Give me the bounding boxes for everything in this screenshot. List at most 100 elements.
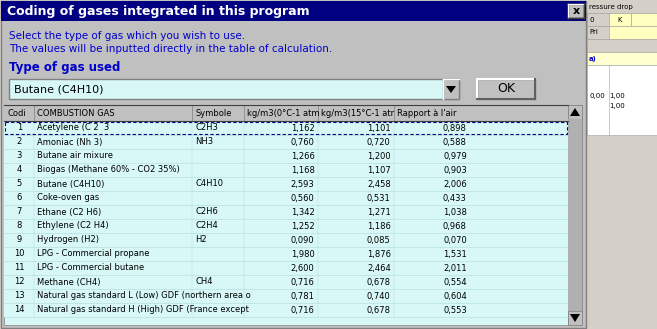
Text: 2,593: 2,593 <box>291 180 315 189</box>
Text: Natural gas standard L (Low) GDF (northern area o: Natural gas standard L (Low) GDF (northe… <box>37 291 251 300</box>
Bar <box>4 303 568 317</box>
Text: C4H10: C4H10 <box>195 180 223 189</box>
Text: kg/m3(15°C-1 atr: kg/m3(15°C-1 atr <box>321 109 394 117</box>
Text: 1,271: 1,271 <box>367 208 391 216</box>
Text: 0,588: 0,588 <box>443 138 467 146</box>
Text: Hydrogen (H2): Hydrogen (H2) <box>37 236 99 244</box>
Bar <box>1 1 586 328</box>
Text: 2,600: 2,600 <box>291 264 315 272</box>
Bar <box>5 122 567 134</box>
Text: 2,011: 2,011 <box>443 264 467 272</box>
Bar <box>4 289 568 303</box>
Text: 1,252: 1,252 <box>291 221 315 231</box>
Text: 0,00: 0,00 <box>589 93 605 99</box>
Bar <box>568 105 582 119</box>
Text: K: K <box>618 16 622 22</box>
Text: 4: 4 <box>16 165 22 174</box>
Bar <box>587 39 657 52</box>
Bar <box>4 149 568 163</box>
Bar <box>4 247 568 261</box>
Text: The values will be inputted directly in the table of calculation.: The values will be inputted directly in … <box>9 44 332 54</box>
Text: ressure drop: ressure drop <box>589 4 633 10</box>
Text: 0,678: 0,678 <box>367 277 391 287</box>
Bar <box>4 121 568 135</box>
Text: Select the type of gas which you wish to use.: Select the type of gas which you wish to… <box>9 31 245 41</box>
Text: 2,458: 2,458 <box>367 180 391 189</box>
Text: Methane (CH4): Methane (CH4) <box>37 277 101 287</box>
Bar <box>9 79 459 99</box>
Bar <box>4 205 568 219</box>
Text: 1,186: 1,186 <box>367 221 391 231</box>
Text: Codi: Codi <box>7 109 26 117</box>
Text: Biogas (Methane 60% - CO2 35%): Biogas (Methane 60% - CO2 35%) <box>37 165 180 174</box>
Bar <box>4 233 568 247</box>
Text: LPG - Commercial butane: LPG - Commercial butane <box>37 264 145 272</box>
Text: 1,00: 1,00 <box>609 93 625 99</box>
Text: Coke-oven gas: Coke-oven gas <box>37 193 100 203</box>
Text: 0,531: 0,531 <box>367 193 391 203</box>
Text: Ethane (C2 H6): Ethane (C2 H6) <box>37 208 102 216</box>
Text: NH3: NH3 <box>195 138 214 146</box>
Text: 1,101: 1,101 <box>367 123 391 133</box>
Text: 0,090: 0,090 <box>291 236 315 244</box>
Text: 0,716: 0,716 <box>290 306 315 315</box>
Text: 6: 6 <box>16 193 22 203</box>
Text: 0,553: 0,553 <box>443 306 467 315</box>
Bar <box>587 0 657 329</box>
Text: 5: 5 <box>16 180 22 189</box>
Text: Amoniac (Nh 3): Amoniac (Nh 3) <box>37 138 103 146</box>
Bar <box>477 79 535 99</box>
Bar <box>587 65 657 135</box>
Text: 12: 12 <box>14 277 24 287</box>
Bar <box>4 105 568 325</box>
Text: 9: 9 <box>16 236 22 244</box>
Text: 0,678: 0,678 <box>367 306 391 315</box>
Text: kg/m3(0°C-1 atm: kg/m3(0°C-1 atm <box>247 109 320 117</box>
Polygon shape <box>570 314 580 322</box>
Bar <box>4 163 568 177</box>
Bar <box>4 191 568 205</box>
Text: 1,162: 1,162 <box>291 123 315 133</box>
Text: 8: 8 <box>16 221 22 231</box>
Bar <box>587 13 609 26</box>
Text: OK: OK <box>497 83 515 95</box>
Bar <box>4 135 568 149</box>
Text: 0,433: 0,433 <box>443 193 467 203</box>
Text: C2H3: C2H3 <box>195 123 218 133</box>
Bar <box>4 105 568 121</box>
Bar <box>609 26 657 39</box>
Bar <box>568 119 582 311</box>
Text: 1,531: 1,531 <box>443 249 467 259</box>
Text: Butane (C4H10): Butane (C4H10) <box>14 84 104 94</box>
Bar <box>609 13 631 26</box>
Polygon shape <box>570 108 580 116</box>
Text: 1,200: 1,200 <box>367 151 391 161</box>
Bar <box>4 261 568 275</box>
Text: Natural gas standard H (High) GDF (France except: Natural gas standard H (High) GDF (Franc… <box>37 306 249 315</box>
Text: 1,00: 1,00 <box>609 103 625 109</box>
Text: 1,980: 1,980 <box>291 249 315 259</box>
Text: 0,760: 0,760 <box>290 138 315 146</box>
Bar <box>568 105 582 325</box>
Text: 0,903: 0,903 <box>443 165 467 174</box>
Text: Ethylene (C2 H4): Ethylene (C2 H4) <box>37 221 109 231</box>
Text: 0,560: 0,560 <box>291 193 315 203</box>
Text: 0,968: 0,968 <box>443 221 467 231</box>
Bar <box>568 311 582 325</box>
Text: 0,898: 0,898 <box>443 123 467 133</box>
Text: CH4: CH4 <box>195 277 213 287</box>
Text: x: x <box>572 6 579 16</box>
Text: 10: 10 <box>14 249 24 259</box>
Polygon shape <box>446 86 456 93</box>
Text: 0,979: 0,979 <box>443 151 467 161</box>
Bar <box>631 13 657 26</box>
Text: 0: 0 <box>589 16 593 22</box>
Text: 11: 11 <box>14 264 24 272</box>
Text: C2H4: C2H4 <box>195 221 218 231</box>
Bar <box>1 1 586 21</box>
Text: Type of gas used: Type of gas used <box>9 61 120 74</box>
Bar <box>587 52 657 65</box>
Bar <box>4 219 568 233</box>
Text: 0,604: 0,604 <box>443 291 467 300</box>
Text: 2: 2 <box>16 138 22 146</box>
